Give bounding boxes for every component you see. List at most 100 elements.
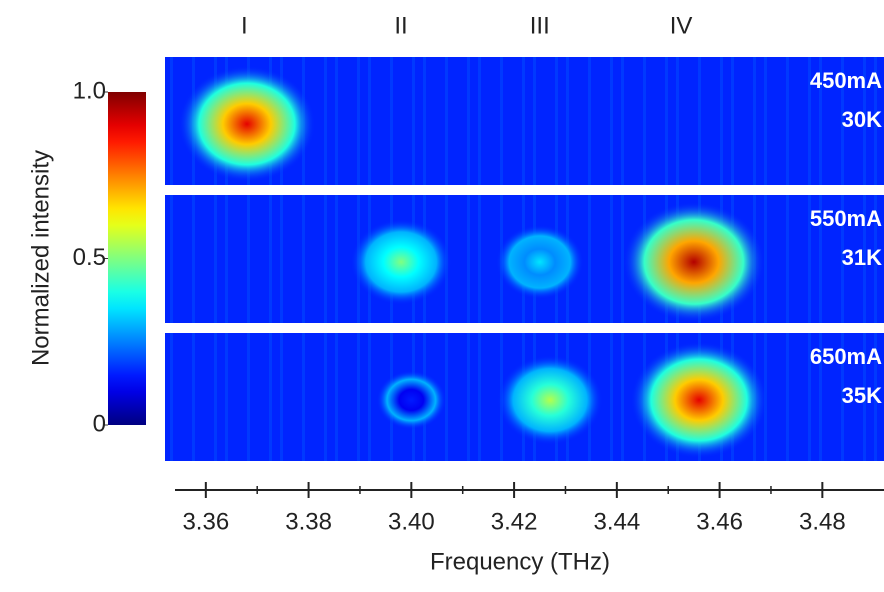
streak <box>819 195 822 323</box>
streak <box>467 333 470 461</box>
streak <box>269 195 272 323</box>
panel-current: 550mA <box>810 206 882 231</box>
peak-label: II <box>394 12 407 39</box>
colorbar-tick-label: 0.5 <box>73 244 106 271</box>
spot <box>376 370 447 430</box>
streak <box>302 333 305 461</box>
streak <box>841 57 844 185</box>
streak <box>357 57 360 185</box>
colorbar-tick-label: 1.0 <box>73 77 106 104</box>
streak <box>731 57 734 185</box>
streak <box>192 195 195 323</box>
peak-label: IV <box>670 12 693 39</box>
colorbar-label: Normalized intensity <box>27 150 54 366</box>
spot <box>178 65 316 183</box>
x-tick-label: 3.44 <box>593 508 640 535</box>
x-tick-label: 3.40 <box>388 508 435 535</box>
streak <box>555 57 558 185</box>
spot <box>630 341 768 459</box>
streak <box>786 195 789 323</box>
streak <box>841 195 844 323</box>
spot <box>350 219 452 305</box>
streak <box>324 195 327 323</box>
panel-temperature: 31K <box>842 245 882 270</box>
streak <box>621 333 624 461</box>
streak <box>445 57 448 185</box>
streak <box>269 333 272 461</box>
streak <box>170 57 173 185</box>
streak <box>192 333 195 461</box>
streak <box>214 195 217 323</box>
streak <box>720 57 723 185</box>
streak <box>423 57 426 185</box>
streak <box>863 333 866 461</box>
x-tick-label: 3.48 <box>799 508 846 535</box>
streak <box>467 195 470 323</box>
x-axis-label: Frequency (THz) <box>430 548 610 575</box>
x-tick-label: 3.38 <box>285 508 332 535</box>
streak <box>841 333 844 461</box>
streak <box>819 57 822 185</box>
colorbar-tick-label: 0 <box>93 410 106 437</box>
streak <box>225 333 228 461</box>
panel-temperature: 30K <box>842 107 882 132</box>
spot <box>497 355 603 445</box>
streak <box>753 57 756 185</box>
peak-label: III <box>530 12 550 39</box>
streak <box>863 195 866 323</box>
streak <box>467 57 470 185</box>
panel-temperature: 35K <box>842 383 882 408</box>
panel-spots <box>170 57 877 185</box>
streak <box>522 57 525 185</box>
streak <box>621 195 624 323</box>
streak <box>478 195 481 323</box>
streak <box>478 57 481 185</box>
streak <box>874 195 877 323</box>
streak <box>808 195 811 323</box>
streak <box>368 57 371 185</box>
streak <box>588 195 591 323</box>
streak <box>412 57 415 185</box>
streak <box>280 333 283 461</box>
streak <box>698 57 701 185</box>
panel-spots <box>170 195 877 323</box>
streak <box>808 57 811 185</box>
streak <box>214 333 217 461</box>
streak <box>368 333 371 461</box>
streak <box>390 57 393 185</box>
streak <box>170 333 173 461</box>
streak <box>357 333 360 461</box>
streak <box>478 333 481 461</box>
panel-current: 650mA <box>810 344 882 369</box>
streak <box>786 333 789 461</box>
streak <box>665 57 668 185</box>
streak <box>302 195 305 323</box>
streak <box>610 57 613 185</box>
streak <box>764 57 767 185</box>
streak <box>786 57 789 185</box>
streak <box>610 195 613 323</box>
streak <box>247 195 250 323</box>
streak <box>764 195 767 323</box>
streak <box>621 57 624 185</box>
streak <box>533 57 536 185</box>
streak <box>324 57 327 185</box>
spot <box>496 224 584 300</box>
spot <box>623 201 765 323</box>
x-tick-label: 3.36 <box>182 508 229 535</box>
streak <box>808 333 811 461</box>
panel-spots <box>170 333 877 461</box>
streak <box>225 195 228 323</box>
streak <box>335 57 338 185</box>
panel-current: 450mA <box>810 68 882 93</box>
x-tick-label: 3.42 <box>491 508 538 535</box>
streak <box>863 57 866 185</box>
streak <box>335 195 338 323</box>
streak <box>445 333 448 461</box>
streak <box>335 333 338 461</box>
streak <box>676 57 679 185</box>
streak <box>280 195 283 323</box>
peak-label: I <box>241 12 248 39</box>
colorbar <box>108 92 146 425</box>
